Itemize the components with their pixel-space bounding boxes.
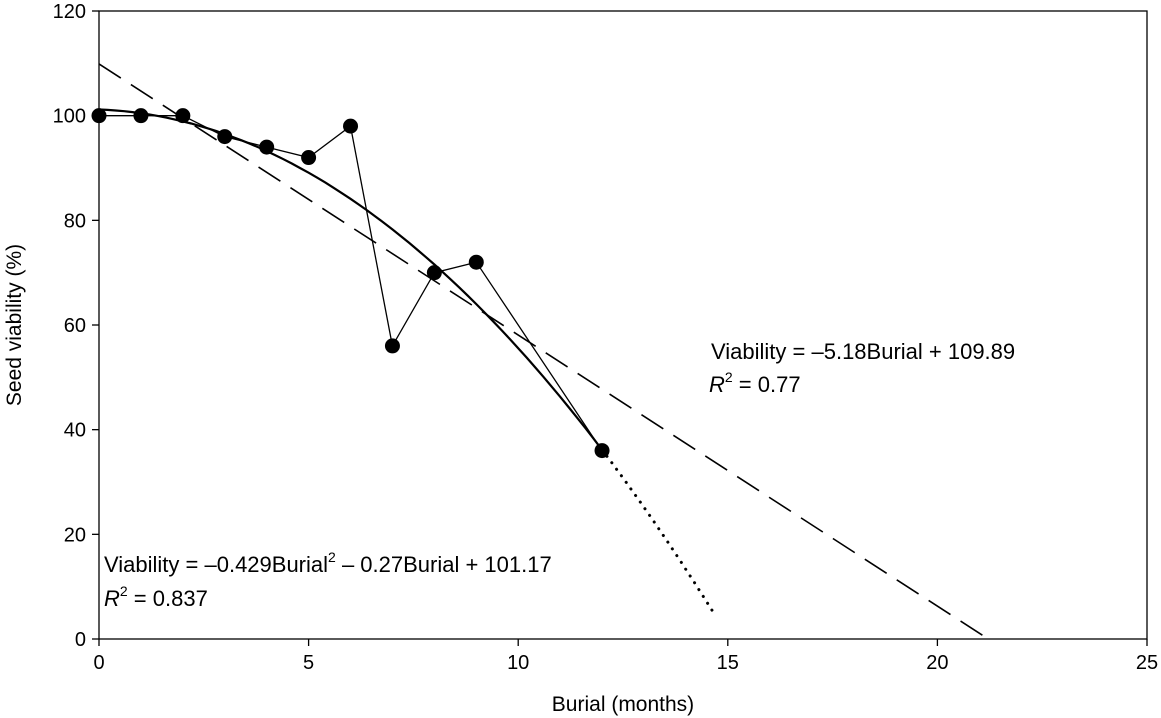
data-point	[468, 254, 484, 270]
y-tick-label: 80	[64, 210, 86, 232]
y-tick-label: 100	[53, 106, 86, 128]
x-tick-label: 10	[507, 652, 529, 674]
y-tick-label: 120	[53, 1, 86, 23]
y-tick-label: 20	[64, 524, 86, 546]
quadratic-r-squared: R2 = 0.837	[104, 583, 208, 611]
x-axis-title: Burial (months)	[552, 693, 694, 716]
quadratic-equation: Viability = –0.429Burial2 – 0.27Burial +…	[104, 549, 552, 577]
x-tick-label: 0	[93, 652, 104, 674]
observed-line	[99, 115, 603, 451]
data-point	[133, 108, 149, 124]
data-point	[91, 108, 107, 124]
data-point	[384, 338, 400, 354]
data-point	[259, 139, 275, 155]
data-point	[175, 108, 191, 124]
y-tick-label: 60	[64, 315, 86, 337]
x-tick-label: 20	[926, 652, 948, 674]
linear-fit-line	[98, 63, 989, 640]
linear-equation: Viability = –5.18Burial + 109.89	[711, 339, 1015, 364]
x-tick-label: 25	[1136, 652, 1158, 674]
x-tick-label: 15	[717, 652, 739, 674]
linear-r-squared: R2 = 0.77	[709, 369, 801, 397]
data-point	[301, 150, 317, 166]
data-point	[217, 129, 233, 145]
y-tick-label: 40	[64, 420, 86, 442]
quadratic-fit-curve	[98, 108, 603, 451]
axis-ticks: 0 5 10 15 20 25 0 20 40 60 80 100 120	[53, 1, 1159, 674]
data-series	[91, 108, 610, 459]
x-tick-label: 5	[303, 652, 314, 674]
y-axis-title: Seed viability (%)	[3, 244, 26, 406]
data-point	[594, 443, 610, 459]
plot-frame	[98, 10, 1148, 640]
data-point	[426, 265, 442, 281]
y-tick-label: 0	[75, 629, 86, 651]
quadratic-extrapolation	[600, 448, 717, 617]
data-point	[343, 118, 359, 134]
